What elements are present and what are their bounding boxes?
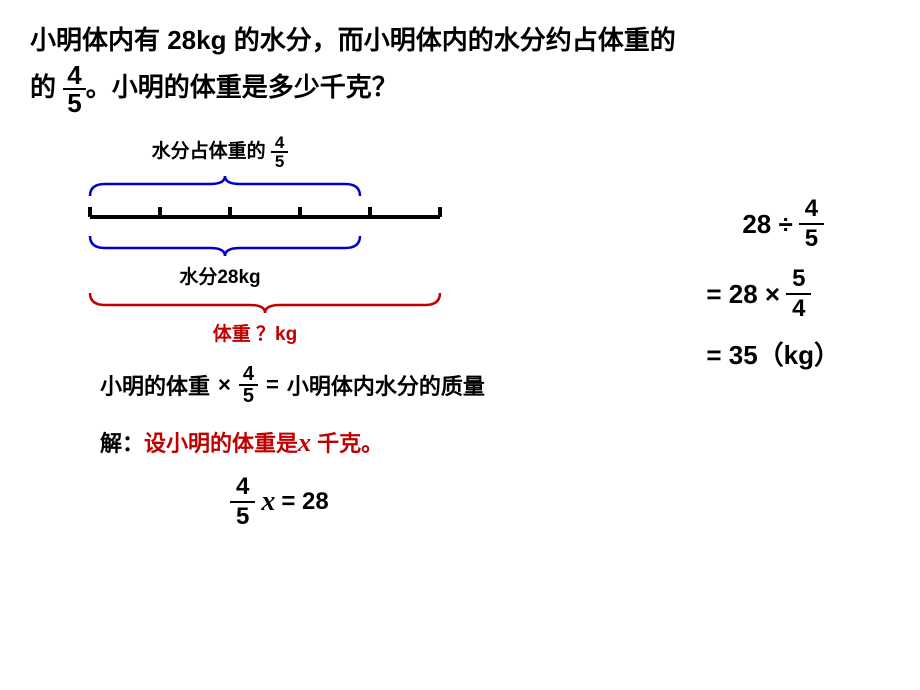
problem-fraction: 4 5 bbox=[63, 62, 85, 116]
top-frac-num: 4 bbox=[271, 134, 288, 153]
top-fraction: 4 5 bbox=[271, 134, 288, 170]
calc1-lhs: 28 ÷ bbox=[742, 209, 792, 240]
calc2-fraction: 5 4 bbox=[786, 265, 811, 323]
middle-brace bbox=[80, 232, 380, 260]
top-label-text: 水分占体重的 bbox=[152, 141, 271, 162]
solve-x: x bbox=[261, 486, 275, 518]
calc-row-2: = 28 × 5 4 bbox=[706, 265, 840, 323]
calc3-result: = 35（kg） bbox=[706, 335, 840, 372]
eq-equals: = bbox=[266, 372, 279, 398]
she-pre: 设小明的体重是 bbox=[144, 431, 298, 456]
calc2-num: 5 bbox=[786, 265, 811, 295]
problem-line2: 。小明的体重是多少千克？ bbox=[86, 71, 398, 101]
calc2-eq: = 28 × bbox=[706, 279, 780, 310]
diagram-area: 水分占体重的 4 5 水分28kg 体重 ？kg bbox=[80, 134, 480, 346]
calc1-num: 4 bbox=[799, 195, 824, 225]
diagram-top-label: 水分占体重的 4 5 bbox=[90, 134, 350, 170]
solution-setup: 解：设小明的体重是x 千克。 bbox=[100, 426, 890, 458]
top-brace bbox=[80, 174, 380, 202]
top-frac-den: 5 bbox=[271, 153, 288, 170]
jie-label: 解： bbox=[100, 431, 144, 456]
number-line bbox=[80, 202, 460, 232]
frac-num: 4 bbox=[63, 62, 85, 90]
calc-row-1: 28 ÷ 4 5 bbox=[706, 195, 840, 253]
eq-times: × bbox=[218, 372, 231, 398]
problem-statement: 小明体内有 28kg 的水分，而小明体内的水分约占体重的 的 4 5 。小明的体… bbox=[30, 20, 890, 116]
eq-frac-den: 5 bbox=[239, 386, 258, 406]
she-post: 千克。 bbox=[311, 431, 383, 456]
calc1-den: 5 bbox=[799, 225, 824, 253]
equation-solve: 4 5 x = 28 bbox=[230, 473, 890, 531]
calc-block: 28 ÷ 4 5 = 28 × 5 4 = 35（kg） bbox=[706, 195, 840, 384]
eq-frac-num: 4 bbox=[239, 364, 258, 386]
variable-x: x bbox=[298, 428, 311, 457]
calc-row-3: = 35（kg） bbox=[706, 335, 840, 372]
eq-fraction: 4 5 bbox=[239, 364, 258, 406]
calc2-den: 4 bbox=[786, 295, 811, 323]
problem-de: 的 bbox=[30, 71, 56, 101]
calc1-fraction: 4 5 bbox=[799, 195, 824, 253]
eq-left: 小明的体重 bbox=[100, 369, 210, 401]
eq-right: 小明体内水分的质量 bbox=[287, 369, 485, 401]
frac-den: 5 bbox=[63, 90, 85, 116]
bottom-brace bbox=[80, 289, 460, 317]
solve-frac-den: 5 bbox=[230, 503, 255, 531]
solve-fraction: 4 5 bbox=[230, 473, 255, 531]
weight-label: 体重 ？kg bbox=[80, 319, 430, 346]
middle-label: 水分28kg bbox=[90, 262, 350, 289]
solve-rhs: = 28 bbox=[281, 488, 328, 516]
problem-line1: 小明体内有 28kg 的水分，而小明体内的水分约占体重的 bbox=[30, 25, 676, 55]
solve-frac-num: 4 bbox=[230, 473, 255, 503]
